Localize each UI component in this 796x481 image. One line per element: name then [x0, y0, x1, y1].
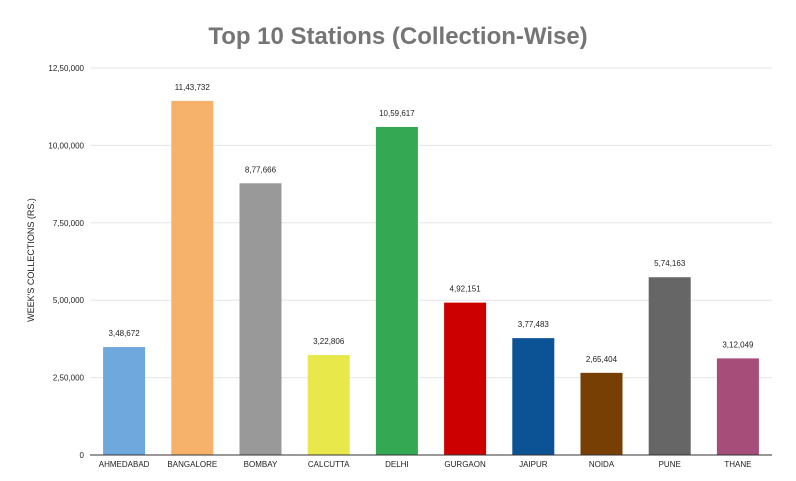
bar-pune	[648, 277, 691, 455]
data-label: 8,77,666	[245, 165, 277, 174]
bar-delhi	[375, 126, 418, 456]
x-tick-label: AHMEDABAD	[99, 460, 150, 469]
y-tick-label: 7,50,000	[53, 219, 85, 228]
data-label: 11,43,732	[175, 83, 211, 92]
bar-ahmedabad	[103, 347, 146, 455]
x-tick-label: CALCUTTA	[308, 460, 350, 469]
bar-bombay	[239, 183, 282, 456]
bar-noida	[580, 372, 623, 455]
x-tick-label: PUNE	[659, 460, 681, 469]
bar-thane	[716, 358, 759, 455]
y-tick-label: 0	[80, 451, 85, 460]
x-tick-label: JAIPUR	[519, 460, 548, 469]
x-tick-label: THANE	[724, 460, 751, 469]
data-label: 4,92,151	[450, 285, 482, 294]
data-labels: 3,48,672 11,43,732 8,77,666 3,22,806 10,59,6…	[109, 83, 754, 364]
data-label: 3,77,483	[518, 320, 550, 329]
y-axis-title: WEEK'S COLLECTIONS (RS.)	[26, 198, 36, 322]
x-tick-label: BOMBAY	[244, 460, 278, 469]
y-tick-label: 2,50,000	[53, 374, 85, 383]
data-label: 2,65,404	[586, 355, 618, 364]
x-tick-label: NOIDA	[589, 460, 615, 469]
y-axis-ticks: 0 2,50,000 5,00,000 7,50,000 10,00,000 12,50,…	[48, 64, 84, 460]
data-label: 10,59,617	[379, 109, 415, 118]
y-tick-label: 5,00,000	[53, 296, 85, 305]
x-tick-label: DELHI	[385, 460, 409, 469]
x-axis-ticks: AHMEDABAD BANGALORE BOMBAY CALCUTTA DELHI GUR…	[99, 460, 752, 469]
data-label: 3,22,806	[313, 337, 345, 346]
x-tick-label: GURGAON	[444, 460, 486, 469]
data-label: 5,74,163	[654, 259, 686, 268]
bar-jaipur	[512, 338, 555, 455]
x-tick-label: BANGALORE	[167, 460, 217, 469]
y-tick-label: 10,00,000	[48, 141, 84, 150]
chart-title: Top 10 Stations (Collection-Wise)	[208, 23, 587, 50]
bars	[103, 100, 759, 456]
bar-bangalore	[171, 100, 214, 455]
data-label: 3,12,049	[722, 340, 754, 349]
y-tick-label: 12,50,000	[48, 64, 84, 73]
data-label: 3,48,672	[109, 329, 141, 338]
bar-gurgaon	[444, 302, 487, 455]
bar-calcutta	[307, 355, 350, 455]
